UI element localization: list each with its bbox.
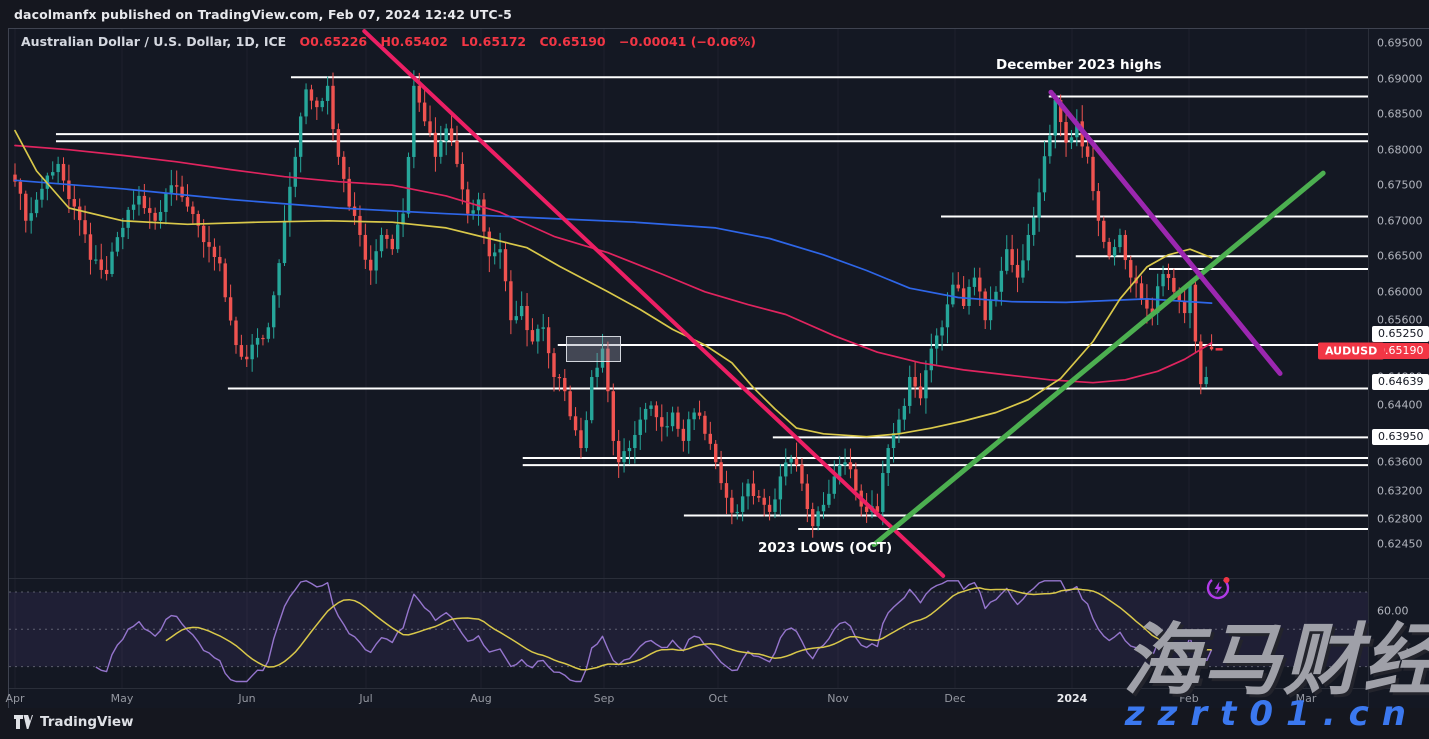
price-tick: 0.66500 bbox=[1377, 249, 1423, 263]
price-axis-border bbox=[1368, 29, 1369, 709]
rsi-pane[interactable] bbox=[9, 578, 1368, 688]
price-tick: 0.69500 bbox=[1377, 36, 1423, 50]
month-label: Nov bbox=[827, 692, 849, 705]
month-label: Dec bbox=[944, 692, 966, 705]
price-tick: 0.62800 bbox=[1377, 512, 1423, 526]
tradingview-logo[interactable]: TradingView bbox=[14, 714, 134, 730]
month-label: Sep bbox=[593, 692, 615, 705]
ohlc-change: −0.00041 (−0.06%) bbox=[618, 34, 756, 49]
annotation-2023-lows[interactable]: 2023 LOWS (OCT) bbox=[758, 540, 893, 556]
month-label: Jun bbox=[238, 692, 256, 705]
month-label: Mar bbox=[1295, 692, 1317, 705]
timeaxis-separator bbox=[9, 688, 1429, 689]
rsi-tick: 60.00 bbox=[1377, 604, 1409, 618]
price-tick: 0.68500 bbox=[1377, 107, 1423, 121]
ohlc-open: O0.65226 bbox=[299, 34, 368, 49]
price-badge-white: 0.63950 bbox=[1372, 429, 1429, 445]
publish-info: dacolmanfx published on TradingView.com,… bbox=[14, 7, 512, 22]
price-tick: 0.64400 bbox=[1377, 398, 1423, 412]
ohlc-close: C0.65190 bbox=[539, 34, 606, 49]
ohlc-high: H0.65402 bbox=[380, 34, 448, 49]
month-label: Apr bbox=[5, 692, 25, 705]
downtrend-pink bbox=[362, 29, 946, 578]
price-badge-white: 0.65250 bbox=[1372, 326, 1429, 342]
chart-container[interactable]: Australian Dollar / U.S. Dollar, 1D, ICE… bbox=[5, 28, 1429, 709]
price-tick: 0.67000 bbox=[1377, 214, 1423, 228]
symbol-info-bar[interactable]: Australian Dollar / U.S. Dollar, 1D, ICE… bbox=[21, 34, 756, 49]
symbol-price-flag: AUDUSD bbox=[1318, 342, 1385, 360]
month-label: May bbox=[110, 692, 134, 705]
price-badge-white: 0.64639 bbox=[1372, 374, 1429, 390]
rsi-ma-line bbox=[165, 587, 1212, 671]
rsi-tick: 40.00 bbox=[1377, 644, 1409, 658]
uptrend-green bbox=[871, 170, 1326, 548]
price-badge-red: 0.65190 bbox=[1372, 343, 1429, 359]
ohlc-low: L0.65172 bbox=[461, 34, 527, 49]
price-tick: 0.62450 bbox=[1377, 537, 1423, 551]
annotation-december-highs[interactable]: December 2023 highs bbox=[996, 57, 1162, 73]
month-label: Oct bbox=[708, 692, 728, 705]
price-tick: 0.69000 bbox=[1377, 72, 1423, 86]
price-tick: 0.67500 bbox=[1377, 178, 1423, 192]
price-tick: 0.66000 bbox=[1377, 285, 1423, 299]
month-label: Aug bbox=[470, 692, 492, 705]
price-tick: 0.63600 bbox=[1377, 455, 1423, 469]
month-label: 2024 bbox=[1056, 692, 1088, 705]
price-tick: 0.68000 bbox=[1377, 143, 1423, 157]
rsi-line bbox=[95, 580, 1213, 683]
supply-zone-box[interactable] bbox=[566, 336, 621, 362]
downtrend-purple bbox=[1048, 89, 1283, 376]
footer-bar: TradingView bbox=[0, 708, 1429, 739]
month-label: Jul bbox=[359, 692, 373, 705]
price-tick: 0.63200 bbox=[1377, 484, 1423, 498]
symbol-title[interactable]: Australian Dollar / U.S. Dollar, 1D, ICE bbox=[21, 34, 287, 49]
main-price-pane[interactable] bbox=[9, 29, 1368, 578]
ideas-lightning-icon[interactable] bbox=[1205, 574, 1233, 602]
pane-separator[interactable] bbox=[9, 578, 1429, 579]
month-label: Feb bbox=[1179, 692, 1199, 705]
tradingview-brand-text: TradingView bbox=[40, 714, 134, 730]
tradingview-glyph bbox=[14, 714, 33, 729]
price-tick: 0.65600 bbox=[1377, 313, 1423, 327]
